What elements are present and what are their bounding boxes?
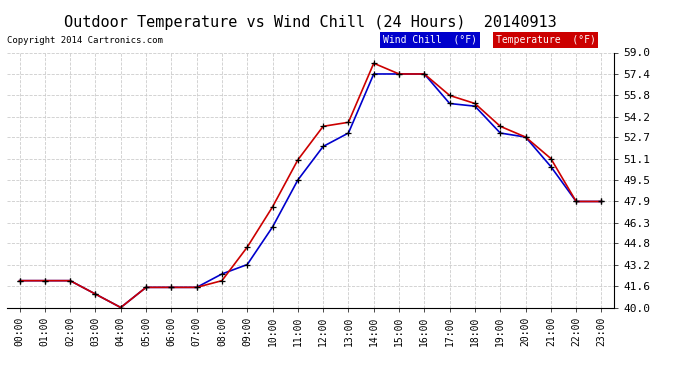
Text: Outdoor Temperature vs Wind Chill (24 Hours)  20140913: Outdoor Temperature vs Wind Chill (24 Ho… <box>64 15 557 30</box>
Text: Temperature  (°F): Temperature (°F) <box>495 35 595 45</box>
Text: Wind Chill  (°F): Wind Chill (°F) <box>384 35 477 45</box>
Text: Copyright 2014 Cartronics.com: Copyright 2014 Cartronics.com <box>7 36 163 45</box>
